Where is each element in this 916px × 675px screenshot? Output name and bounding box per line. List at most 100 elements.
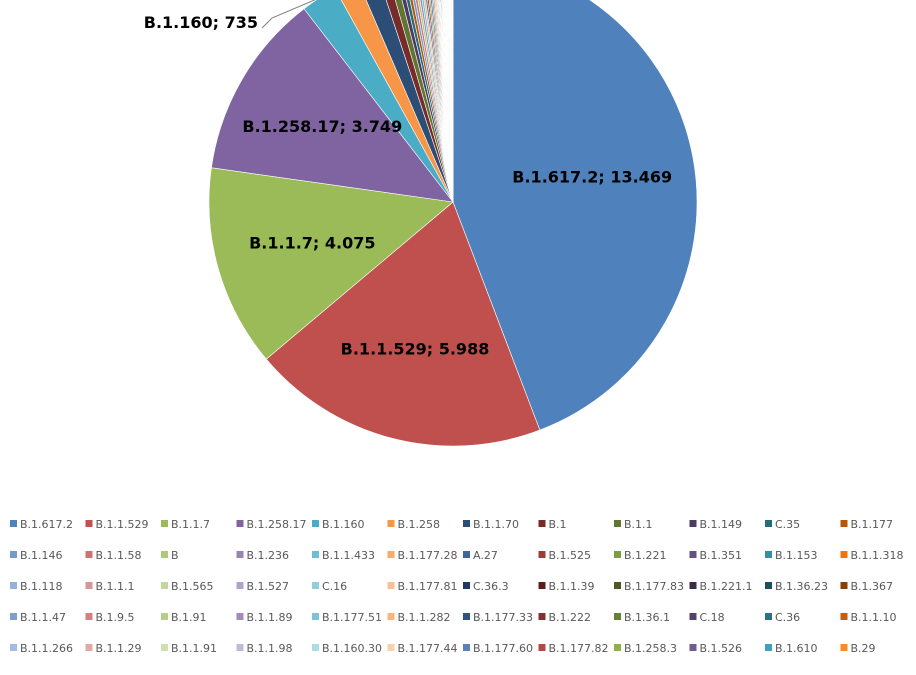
legend-swatch: [161, 644, 168, 651]
legend-item: B.1.177.44: [387, 642, 458, 655]
legend-label: A.4: [322, 673, 340, 675]
leader-line: [261, 0, 316, 29]
legend-label: B.1.1.1: [96, 580, 135, 593]
legend-item: B.1.1.318: [840, 549, 904, 562]
legend-swatch: [614, 520, 621, 527]
legend-item: B.1.1.89: [236, 611, 293, 624]
legend-item: B.1.1.7: [161, 518, 210, 531]
legend-label: B.1.149: [700, 518, 743, 531]
legend-label: B.1.177.83: [624, 580, 684, 593]
legend-label: B.1.177.81: [398, 580, 458, 593]
legend-item: B.1.153: [765, 549, 818, 562]
legend-label: C.35: [775, 518, 800, 531]
legend-item: B.1.177.81: [387, 580, 458, 593]
legend-label: B.1.1.98: [247, 642, 293, 655]
legend-item: B.1.1.29: [85, 642, 142, 655]
legend-swatch: [85, 613, 93, 620]
legend-item: C.35: [765, 518, 800, 531]
legend-swatch: [840, 582, 848, 589]
legend-label: B.1.351: [700, 549, 743, 562]
legend-label: C.18: [700, 611, 725, 624]
legend-item: B.1.1: [614, 518, 653, 531]
legend-item: B.1.222: [538, 611, 591, 624]
legend-item: B.1.177.51: [312, 611, 382, 624]
legend-swatch: [614, 613, 621, 620]
legend-label: B.1.1.217: [775, 673, 828, 675]
legend-swatch: [765, 520, 772, 527]
legend-label: B.1.258: [398, 518, 441, 531]
legend-label: B.1.1.70: [473, 518, 519, 531]
legend-item: B.1.160.30: [312, 642, 382, 655]
legend-swatch: [840, 644, 848, 651]
data-label: B.1.258.17; 3.749: [242, 117, 402, 136]
legend-swatch: [387, 520, 395, 527]
legend-item: B.1.9.5: [85, 611, 135, 624]
legend-swatch: [161, 551, 168, 558]
legend-item: B.1.1.58: [85, 549, 142, 562]
legend-item: B.1.1.10: [840, 611, 897, 624]
pie-slice: [401, 0, 454, 203]
legend-item: B.1.1.70: [463, 518, 519, 531]
pie-slice: [425, 0, 454, 203]
legend-label: B.1.526: [700, 642, 743, 655]
pie-slice: [406, 0, 454, 203]
legend-label: B.1.221: [624, 549, 667, 562]
legend-item: B.1.1.91: [161, 642, 217, 655]
data-label: B.1.160; 735: [144, 13, 258, 32]
legend-swatch: [463, 582, 470, 589]
legend-swatch: [387, 551, 395, 558]
legend-item: B.1.351: [689, 549, 743, 562]
legend-item: B.1: [538, 518, 567, 531]
legend-item: B.1.1.217: [775, 673, 828, 675]
legend-swatch: [840, 520, 848, 527]
data-label: B.1.617.2; 13.469: [512, 167, 672, 186]
legend-label: B.1.177.44: [398, 642, 458, 655]
legend-item: B.1.177.60: [463, 642, 533, 655]
legend-item: B.29: [840, 642, 876, 655]
legend-swatch: [840, 551, 848, 558]
legend-swatch: [312, 613, 319, 620]
legend-label: B.1.610: [775, 642, 818, 655]
legend-item: B.1.177.82: [538, 642, 609, 655]
legend-swatch: [10, 644, 17, 651]
legend-swatch: [161, 520, 168, 527]
legend-swatch: [312, 582, 319, 589]
legend-label: C.36: [775, 611, 800, 624]
legend-label: B.1.1.47: [20, 611, 66, 624]
legend-item: B.1.1.47: [10, 611, 66, 624]
legend-swatch: [538, 644, 546, 651]
legend-label: B.1.1.218: [851, 673, 904, 675]
legend-item: B.1.1.218: [851, 673, 904, 675]
legend-label: B.1.36.1: [624, 611, 670, 624]
legend-label: B: [171, 549, 179, 562]
pie-slice: [421, 0, 454, 203]
legend-label: B.1.177: [851, 518, 894, 531]
legend-swatch: [463, 613, 470, 620]
pie-slice: [431, 0, 454, 203]
legend-swatch: [236, 551, 244, 558]
legend-item: B.1.1.1: [85, 580, 135, 593]
legend-swatch: [614, 551, 621, 558]
legend-swatch: [689, 644, 697, 651]
legend-item: B.1.177.33: [463, 611, 533, 624]
legend-swatch: [85, 582, 93, 589]
legend-label: A.1: [171, 673, 189, 675]
legend-item: B.1.149: [689, 518, 743, 531]
legend-item: B.1.1.159: [473, 673, 526, 675]
pie-slice: [365, 0, 454, 203]
legend-item: B.1.160: [312, 518, 365, 531]
legend-swatch: [765, 551, 772, 558]
legend-label: B.1.1.166: [624, 673, 677, 675]
pie-slice: [385, 0, 454, 203]
legend-label: B.29: [851, 642, 876, 655]
legend-swatch: [689, 613, 697, 620]
legend-swatch: [614, 644, 621, 651]
legend-swatch: [10, 551, 17, 558]
legend-item: B: [161, 549, 179, 562]
pie-slice: [415, 0, 454, 203]
legend-label: B.1.91: [171, 611, 207, 624]
legend-label: A: [96, 673, 104, 675]
legend-swatch: [312, 520, 319, 527]
pie-slice: [419, 0, 454, 203]
